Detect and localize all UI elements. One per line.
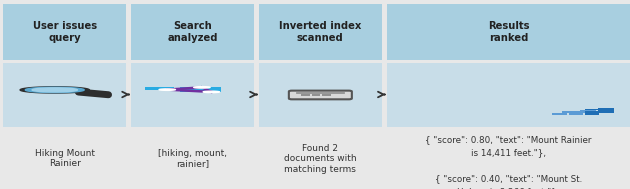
Bar: [585, 113, 599, 115]
Text: Helens is 8,366 feet."},: Helens is 8,366 feet."},: [457, 187, 559, 189]
Polygon shape: [203, 91, 220, 93]
Polygon shape: [32, 88, 77, 92]
Bar: [3, 129, 126, 188]
Bar: [387, 4, 630, 60]
Bar: [580, 110, 596, 113]
Text: Inverted index
scanned: Inverted index scanned: [279, 21, 362, 43]
Bar: [259, 129, 382, 188]
Bar: [131, 129, 254, 188]
Text: { "score": 0.80, "text": "Mount Rainier: { "score": 0.80, "text": "Mount Rainier: [425, 136, 592, 145]
Bar: [562, 111, 578, 113]
Text: Results
ranked: Results ranked: [488, 21, 529, 43]
Bar: [301, 95, 310, 96]
Bar: [3, 63, 126, 127]
FancyBboxPatch shape: [289, 91, 352, 99]
Bar: [312, 95, 321, 96]
Bar: [585, 109, 599, 110]
Bar: [145, 87, 173, 90]
Polygon shape: [159, 89, 175, 90]
Bar: [131, 4, 254, 60]
Bar: [568, 113, 583, 115]
Text: { "score": 0.40, "text": "Mount St.: { "score": 0.40, "text": "Mount St.: [435, 174, 582, 183]
Bar: [322, 94, 331, 95]
Bar: [131, 63, 254, 127]
Text: Search
analyzed: Search analyzed: [167, 21, 218, 43]
Bar: [552, 113, 566, 115]
Text: Found 2
documents with
matching terms: Found 2 documents with matching terms: [284, 144, 357, 174]
Polygon shape: [20, 87, 89, 93]
Bar: [585, 111, 599, 113]
Polygon shape: [25, 87, 84, 93]
Bar: [568, 111, 583, 113]
Bar: [301, 94, 310, 95]
Bar: [259, 63, 382, 127]
Text: User issues
query: User issues query: [33, 21, 96, 43]
Text: [hiking, mount,
rainier]: [hiking, mount, rainier]: [158, 149, 227, 168]
Bar: [598, 108, 614, 113]
Text: is 14,411 feet."},: is 14,411 feet."},: [471, 148, 546, 157]
Bar: [259, 4, 382, 60]
Bar: [312, 94, 321, 95]
Bar: [296, 92, 344, 93]
Text: Hiking Mount
Rainier: Hiking Mount Rainier: [35, 149, 94, 168]
Bar: [387, 63, 630, 127]
Bar: [322, 95, 331, 96]
Bar: [180, 87, 220, 92]
Bar: [3, 4, 126, 60]
Bar: [387, 129, 630, 188]
Polygon shape: [194, 87, 210, 88]
